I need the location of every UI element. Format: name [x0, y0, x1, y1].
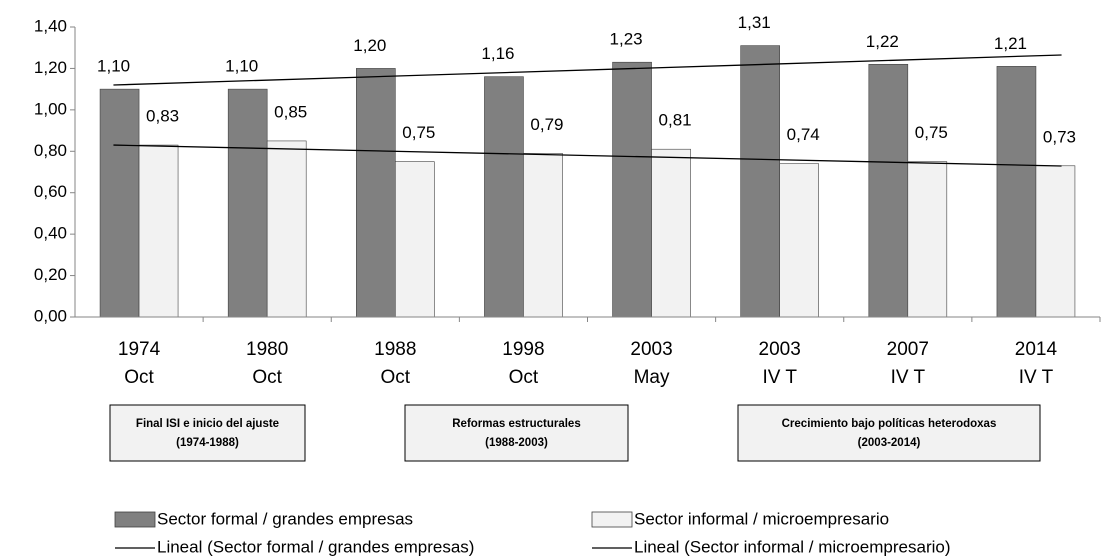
value-label: 1,16 — [481, 44, 514, 63]
bar — [523, 153, 563, 318]
y-tick-label: 1,40 — [34, 16, 67, 35]
bar — [1035, 165, 1076, 318]
bar — [227, 88, 268, 318]
trendline — [113, 54, 1062, 86]
x-tick-label: 1974 — [118, 339, 161, 360]
legend-swatch — [114, 511, 156, 528]
x-tick-label: 2014 — [1015, 339, 1058, 360]
bar — [779, 163, 819, 318]
value-label: 0,79 — [530, 115, 563, 134]
y-tick-label: 0,60 — [34, 182, 67, 201]
x-tick-label: IV T — [762, 367, 797, 388]
x-tick-label: 2007 — [887, 339, 929, 360]
period-years: (1988-2003) — [485, 437, 548, 449]
x-tick-label: IV T — [891, 367, 926, 388]
x-tick-label: 2003 — [630, 339, 672, 360]
x-tick-label: 2003 — [759, 339, 801, 360]
value-label: 0,73 — [1043, 127, 1076, 146]
y-tick-label: 0,00 — [34, 306, 67, 325]
period-box — [404, 404, 629, 462]
legend-label: Sector formal / grandes empresas — [157, 509, 413, 528]
value-label: 0,85 — [274, 102, 307, 121]
value-label: 1,10 — [225, 57, 258, 76]
value-label: 1,10 — [97, 57, 130, 76]
bar — [138, 144, 179, 318]
bar — [484, 76, 524, 318]
legend-label: Sector informal / microempresario — [634, 509, 889, 528]
bar — [356, 68, 396, 318]
value-label: 1,31 — [738, 13, 771, 32]
value-label: 1,23 — [610, 30, 643, 49]
trendline — [113, 144, 1062, 167]
bar — [651, 148, 691, 318]
y-tick-label: 1,00 — [34, 99, 67, 118]
x-tick-label: Oct — [252, 367, 282, 388]
x-tick-label: IV T — [1019, 367, 1054, 388]
x-tick-label: 1988 — [374, 339, 416, 360]
bar — [868, 63, 909, 318]
period-label: Crecimiento bajo políticas heterodoxas — [782, 418, 997, 430]
bar — [395, 161, 435, 318]
x-tick-label: 1980 — [246, 339, 288, 360]
value-label: 1,20 — [353, 36, 386, 55]
value-label: 0,74 — [787, 125, 820, 144]
bar — [99, 88, 140, 318]
value-label: 0,75 — [402, 123, 435, 142]
period-years: (2003-2014) — [858, 437, 921, 449]
y-tick-label: 0,80 — [34, 141, 67, 160]
x-tick-label: 1998 — [502, 339, 544, 360]
value-label: 0,83 — [146, 107, 179, 126]
legend-label: Lineal (Sector informal / microempresari… — [634, 537, 951, 556]
legend-label: Lineal (Sector formal / grandes empresas… — [157, 537, 474, 556]
x-tick-label: Oct — [124, 367, 154, 388]
bar — [740, 45, 780, 318]
x-tick-label: May — [634, 367, 670, 388]
bar — [996, 66, 1037, 318]
value-label: 0,75 — [915, 123, 948, 142]
bar — [907, 161, 948, 318]
x-tick-label: Oct — [509, 367, 539, 388]
period-years: (1974-1988) — [176, 437, 239, 449]
period-label: Reformas estructurales — [452, 418, 580, 430]
bar — [266, 140, 307, 318]
value-label: 0,81 — [659, 111, 692, 130]
legend-swatch — [591, 511, 633, 528]
value-label: 1,21 — [994, 34, 1027, 53]
period-box — [737, 404, 1041, 462]
y-tick-label: 0,20 — [34, 265, 67, 284]
value-label: 1,22 — [866, 32, 899, 51]
period-box — [109, 404, 306, 462]
y-tick-label: 1,20 — [34, 58, 67, 77]
bar — [612, 61, 652, 318]
period-label: Final ISI e inicio del ajuste — [136, 418, 279, 430]
y-tick-label: 0,40 — [34, 224, 67, 243]
x-tick-label: Oct — [381, 367, 411, 388]
